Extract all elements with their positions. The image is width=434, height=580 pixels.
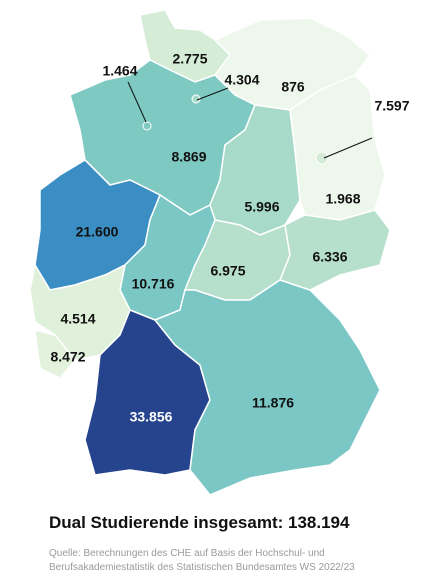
value-label: 10.716 (132, 276, 175, 292)
region (279, 209, 391, 291)
value-label: 7.597 (374, 98, 409, 114)
value-label: 2.775 (172, 51, 207, 67)
leader-line (323, 137, 373, 159)
value-label: 6.975 (210, 263, 245, 279)
title: Dual Studierende insgesamt: 138.194 (49, 513, 350, 532)
leader-line (196, 87, 229, 101)
value-label: 4.304 (224, 72, 259, 88)
region (142, 121, 152, 131)
map (29, 9, 391, 496)
value-label: 4.514 (60, 311, 95, 327)
value-label: 21.600 (76, 224, 119, 240)
region (315, 151, 329, 165)
value-label: 1.464 (102, 63, 137, 79)
value-label: 1.968 (325, 191, 360, 207)
value-label: 33.856 (130, 409, 173, 425)
value-label: 8.869 (171, 149, 206, 165)
value-label: 876 (281, 79, 305, 95)
region (34, 329, 76, 379)
value-label: 11.876 (252, 395, 294, 411)
value-label: 5.996 (244, 199, 279, 215)
region (289, 74, 386, 221)
value-label: 6.336 (312, 249, 347, 265)
region (153, 279, 381, 496)
value-label: 8.472 (50, 349, 85, 365)
labels: 2.775 1.464 4.304 876 7.597 8.869 5.996 1.968 21… (50, 51, 409, 425)
source-line: Quelle: Berechnungen des CHE auf Basis d… (49, 548, 325, 559)
leader-line (127, 81, 147, 123)
source-line: Berufsakademiestatistik des Statistische… (49, 562, 355, 573)
